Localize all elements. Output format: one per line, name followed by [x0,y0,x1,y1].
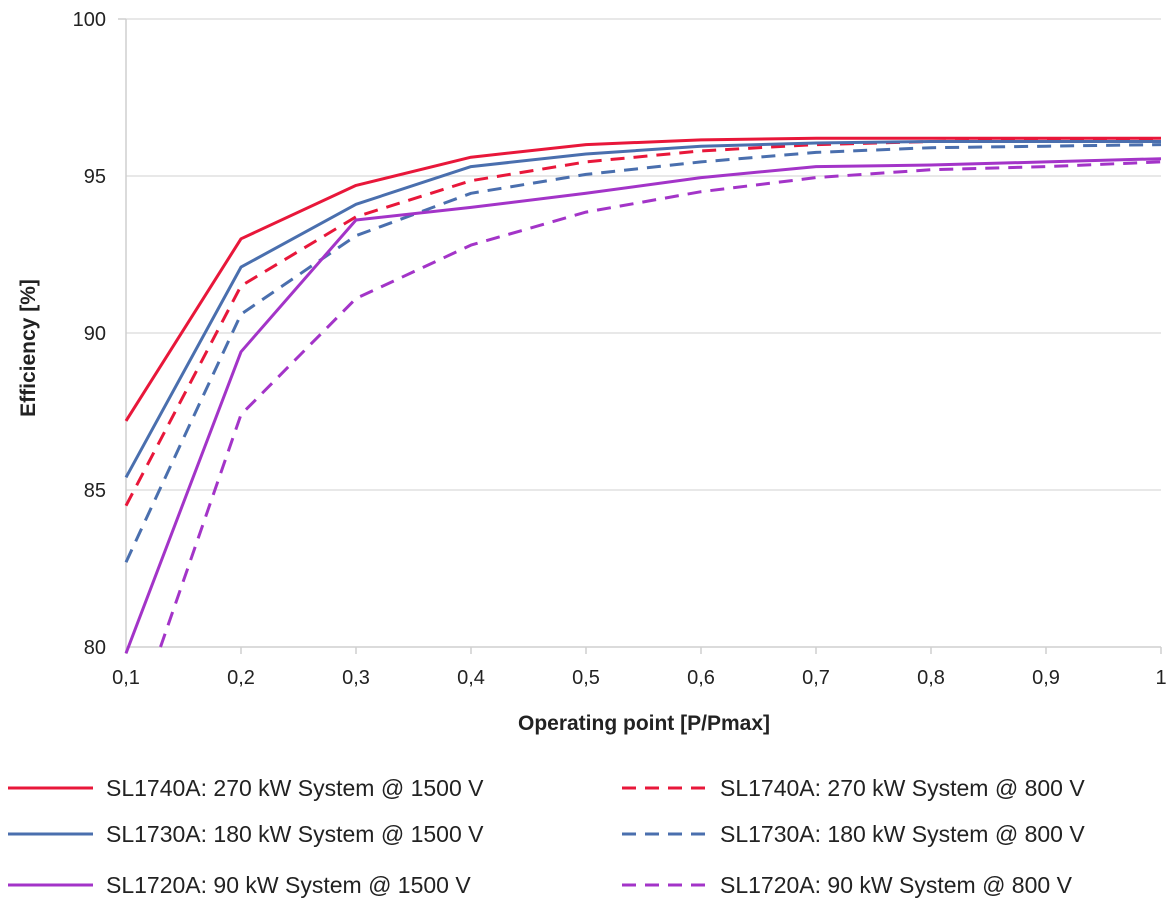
legend-label: SL1730A: 180 kW System @ 1500 V [106,821,484,847]
legend: SL1740A: 270 kW System @ 1500 V SL1730A: … [8,775,1085,898]
series-line [124,143,1162,563]
y-tick-labels: 80 85 90 95 100 [73,9,106,659]
x-tick-label: 0,6 [687,667,715,689]
axes [118,18,1162,654]
series-line [124,138,1161,507]
legend-label: SL1740A: 270 kW System @ 800 V [720,775,1085,801]
series-line [124,157,1162,654]
legend-label: SL1720A: 90 kW System @ 800 V [720,872,1073,898]
legend-item: SL1730A: 180 kW System @ 800 V [622,821,1085,847]
series-line [159,160,1162,648]
y-tick-label: 90 [84,323,106,345]
x-tick-label: 0,1 [112,667,140,689]
legend-item: SL1720A: 90 kW System @ 800 V [622,872,1073,898]
y-axis-title: Efficiency [%] [17,279,40,417]
y-tick-label: 80 [84,637,106,659]
x-tick-label: 0,3 [342,667,370,689]
x-axis-title: Operating point [P/Pmax] [518,712,770,735]
x-tick-label: 1 [1155,667,1166,689]
y-tick-label: 85 [84,480,106,502]
x-tick-label: 0,8 [917,667,945,689]
legend-item: SL1730A: 180 kW System @ 1500 V [8,821,484,847]
x-tick-label: 0,7 [802,667,830,689]
y-tick-label: 95 [84,166,106,188]
x-tick-label: 0,4 [457,667,485,689]
x-tick-labels: 0,1 0,2 0,3 0,4 0,5 0,6 0,7 0,8 0,9 1 [112,667,1166,689]
legend-label: SL1720A: 90 kW System @ 1500 V [106,872,471,898]
legend-label: SL1740A: 270 kW System @ 1500 V [106,775,484,801]
legend-item: SL1720A: 90 kW System @ 1500 V [8,872,471,898]
series-line [124,140,1161,479]
x-tick-label: 0,2 [227,667,255,689]
series-line [124,136,1161,422]
x-tick-label: 0,5 [572,667,600,689]
legend-item: SL1740A: 270 kW System @ 1500 V [8,775,484,801]
legend-label: SL1730A: 180 kW System @ 800 V [720,821,1085,847]
y-tick-label: 100 [73,9,106,31]
grid-lines [126,18,1161,491]
x-tick-label: 0,9 [1032,667,1060,689]
data-series [124,136,1162,654]
legend-item: SL1740A: 270 kW System @ 800 V [622,775,1085,801]
